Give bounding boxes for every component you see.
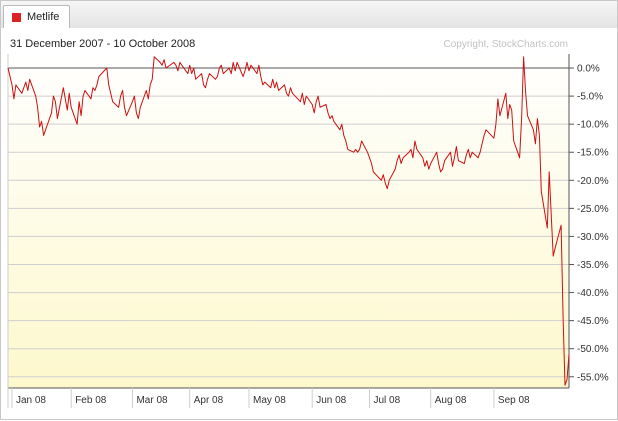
x-tick-label: Jan 08: [16, 395, 46, 406]
y-tick-label: -10.0%: [577, 120, 609, 131]
y-tick-label: -5.0%: [577, 92, 603, 103]
y-tick-label: -55.0%: [577, 372, 609, 383]
x-axis-ticks: Jan 08 Feb 08 Mar 08 Apr 08 May 08 Jun 08 Jul …: [11, 388, 530, 408]
x-tick-label: May 08: [253, 395, 286, 406]
x-tick-label: Jun 08: [316, 395, 346, 406]
y-tick-label: 0.0%: [577, 64, 600, 75]
legend-swatch-icon: [12, 12, 21, 22]
y-tick-label: -50.0%: [577, 344, 609, 355]
date-range: 31 December 2007 - 10 October 2008: [10, 38, 195, 50]
copyright-notice: Copyright, StockCharts.com: [444, 39, 569, 50]
legend-item-metlife[interactable]: Metlife: [3, 5, 71, 28]
y-tick-label: -20.0%: [577, 176, 609, 187]
axes: [7, 54, 570, 408]
y-tick-label: -30.0%: [577, 232, 609, 243]
legend-tab-strip: Metlife: [0, 0, 618, 29]
x-tick-label: Apr 08: [194, 395, 224, 406]
y-tick-label: -25.0%: [577, 204, 609, 215]
x-tick-label: Jul 08: [373, 395, 400, 406]
x-tick-label: Sep 08: [498, 395, 530, 406]
y-tick-label: -45.0%: [577, 316, 609, 327]
x-tick-label: Mar 08: [136, 395, 168, 406]
grid: [8, 67, 569, 378]
x-tick-label: Feb 08: [75, 395, 107, 406]
x-tick-label: Aug 08: [435, 395, 467, 406]
y-tick-label: -40.0%: [577, 288, 609, 299]
series-line-metlife: [7, 56, 570, 386]
legend-label: Metlife: [27, 11, 60, 23]
y-tick-label: -35.0%: [577, 260, 609, 271]
plot-background: [8, 54, 569, 388]
y-axis-ticks: 0.0% -5.0% -10.0% -15.0% -20.0% -25.0% -30.0% -…: [569, 64, 609, 383]
y-tick-label: -15.0%: [577, 148, 609, 159]
